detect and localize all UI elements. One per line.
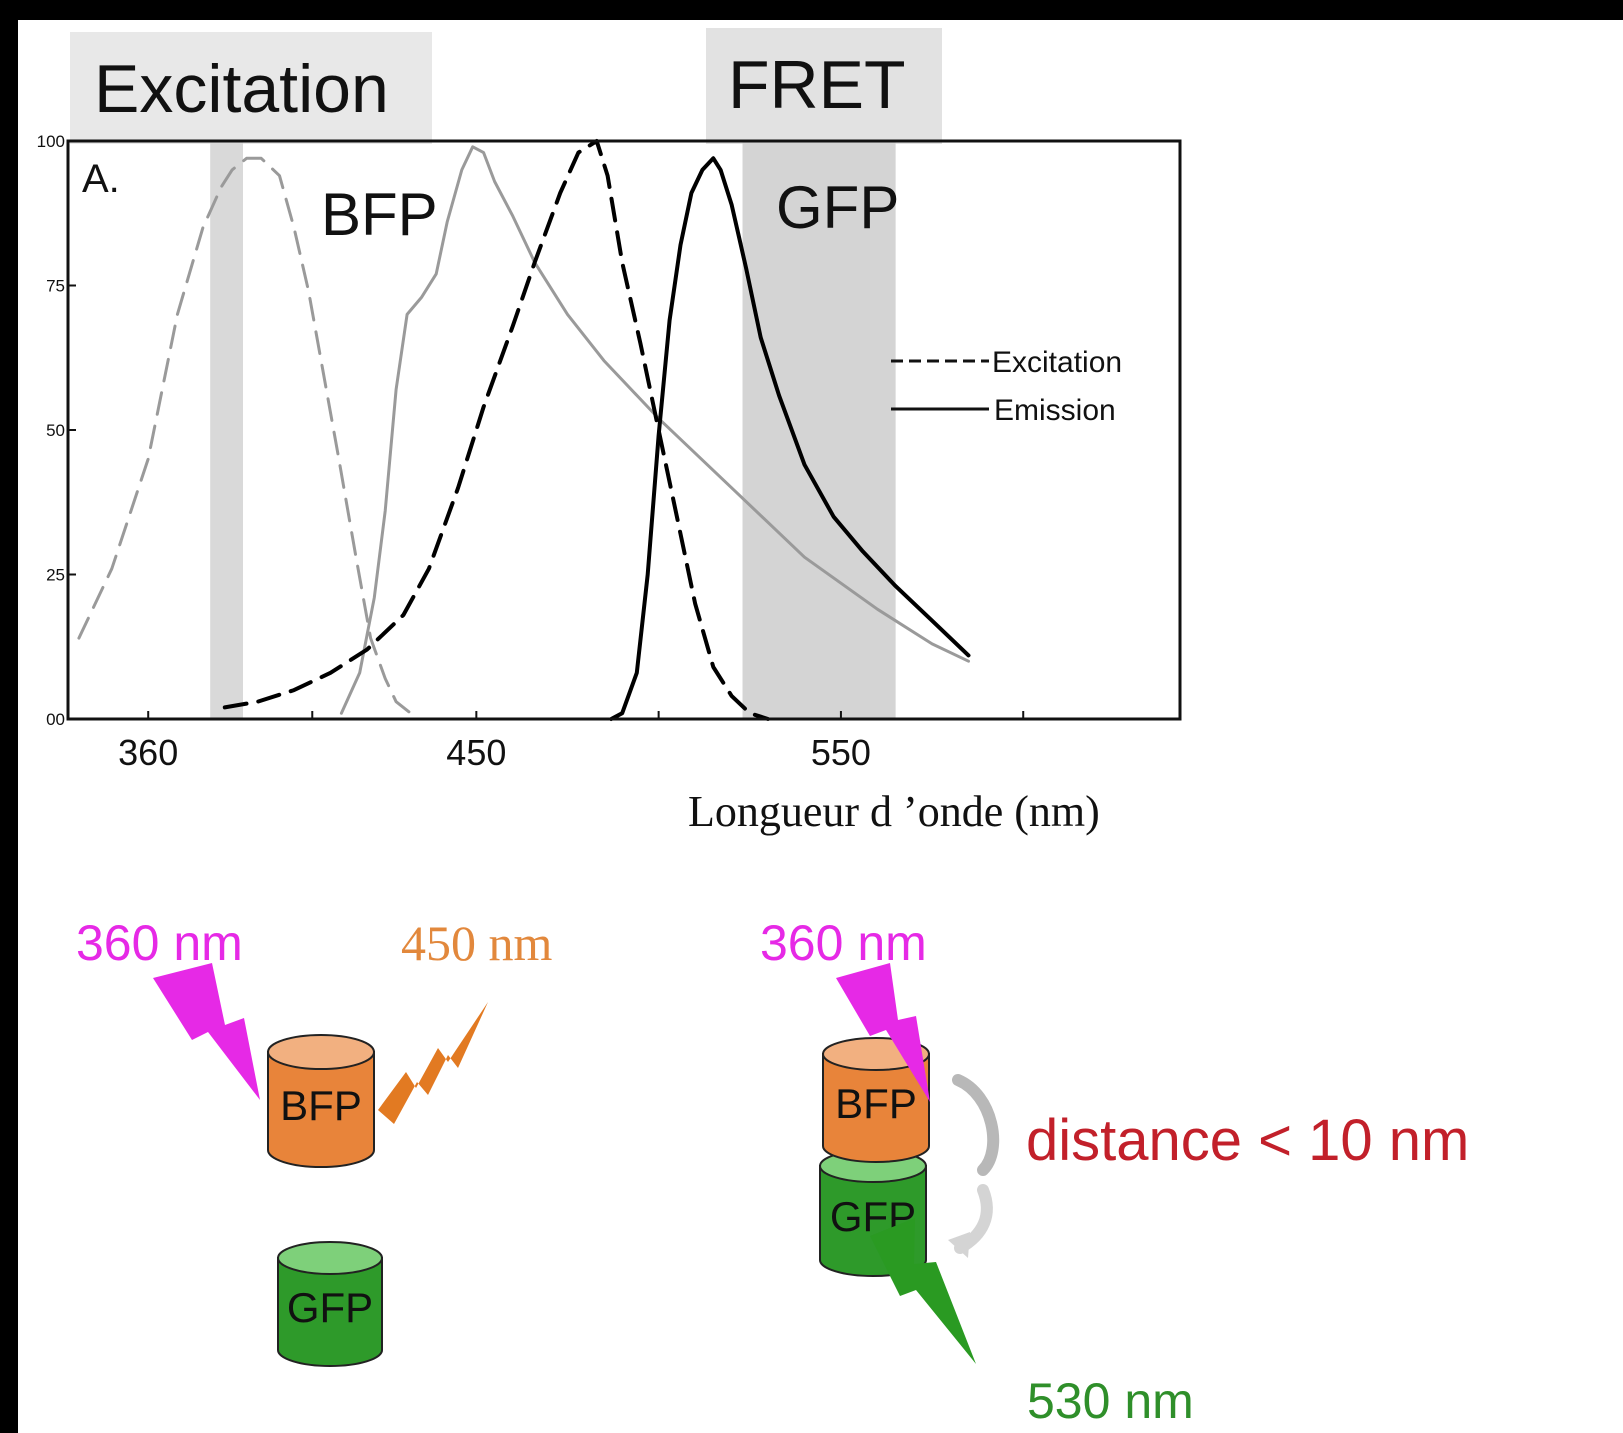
y-tick-label: 75	[46, 277, 65, 296]
legend: Excitation Emission	[891, 346, 1122, 427]
spectra-curves	[77, 139, 971, 721]
y-tick-label: 00	[46, 710, 65, 729]
excitation-heading-box	[70, 32, 432, 144]
shaded-band-1	[210, 141, 244, 719]
spectra-chart: 100 75 50 25 00 360 450 550 A. BFP GFP Excitat…	[37, 132, 1182, 836]
gfp-cylinder-left: GFP	[277, 1241, 383, 1367]
bfp-cylinder-right: BFP	[822, 1037, 930, 1163]
gfp-excitation-curve	[222, 139, 770, 721]
transfer-arrow-upper	[952, 1074, 1000, 1176]
bfp-cylinder-left: BFP	[267, 1034, 375, 1168]
fret-heading-box	[706, 28, 942, 144]
y-tick-label: 100	[37, 132, 65, 151]
scheme-no-fret: 360 nm 450 nm BFP GFP	[76, 915, 553, 1367]
shaded-bands	[210, 141, 896, 719]
y-tick-label: 25	[46, 566, 65, 585]
bfp-label-left: BFP	[280, 1082, 362, 1129]
bfp-spectrum-label: BFP	[321, 181, 438, 248]
x-tick-label: 450	[446, 732, 506, 773]
excitation-bolt-right	[836, 963, 930, 1102]
x-axis: 360 450 550	[118, 711, 1025, 773]
legend-label-emission: Emission	[994, 394, 1116, 427]
bfp-label-right: BFP	[835, 1080, 917, 1127]
bfp-emission-curve	[339, 145, 970, 715]
fret-figure: Excitation FRET 100 75 50 25 00 360 450 550 A.…	[37, 28, 1469, 1429]
excitation-heading: Excitation	[94, 51, 389, 127]
excitation-bolt-left	[153, 963, 260, 1100]
gfp-spectrum-label: GFP	[776, 174, 899, 241]
scheme-fret: 360 nm GFP BFP distance < 10 nm 530 nm	[760, 915, 1469, 1429]
y-axis: 100 75 50 25 00	[37, 132, 76, 729]
excite-wavelength-right: 360 nm	[760, 915, 927, 971]
x-tick-label: 360	[118, 732, 178, 773]
x-axis-title: Longueur d ’onde (nm)	[688, 787, 1100, 836]
panel-label: A.	[82, 157, 120, 201]
excite-wavelength-left: 360 nm	[76, 915, 243, 971]
bfp-excitation-curve	[77, 156, 413, 715]
figure-frame: Excitation FRET 100 75 50 25 00 360 450 550 A.…	[18, 20, 1623, 1433]
x-tick-label: 550	[811, 732, 871, 773]
transfer-arrowhead	[948, 1232, 970, 1258]
gfp-label-left: GFP	[287, 1284, 373, 1331]
gfp-emission-wavelength: 530 nm	[1027, 1373, 1194, 1429]
distance-label: distance < 10 nm	[1026, 1108, 1469, 1173]
gfp-emission-curve	[609, 156, 971, 721]
fret-heading: FRET	[728, 47, 906, 123]
bfp-emission-wavelength: 450 nm	[401, 915, 553, 971]
shaded-band-2	[742, 141, 896, 719]
legend-label-excitation: Excitation	[992, 346, 1122, 379]
y-tick-label: 50	[46, 421, 65, 440]
gfp-emission-bolt	[870, 1218, 976, 1364]
bfp-emission-bolt	[378, 1002, 488, 1124]
